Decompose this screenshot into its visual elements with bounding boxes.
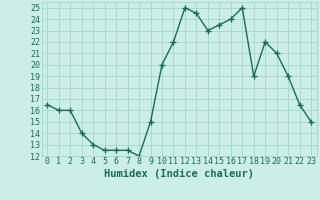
X-axis label: Humidex (Indice chaleur): Humidex (Indice chaleur) — [104, 169, 254, 179]
